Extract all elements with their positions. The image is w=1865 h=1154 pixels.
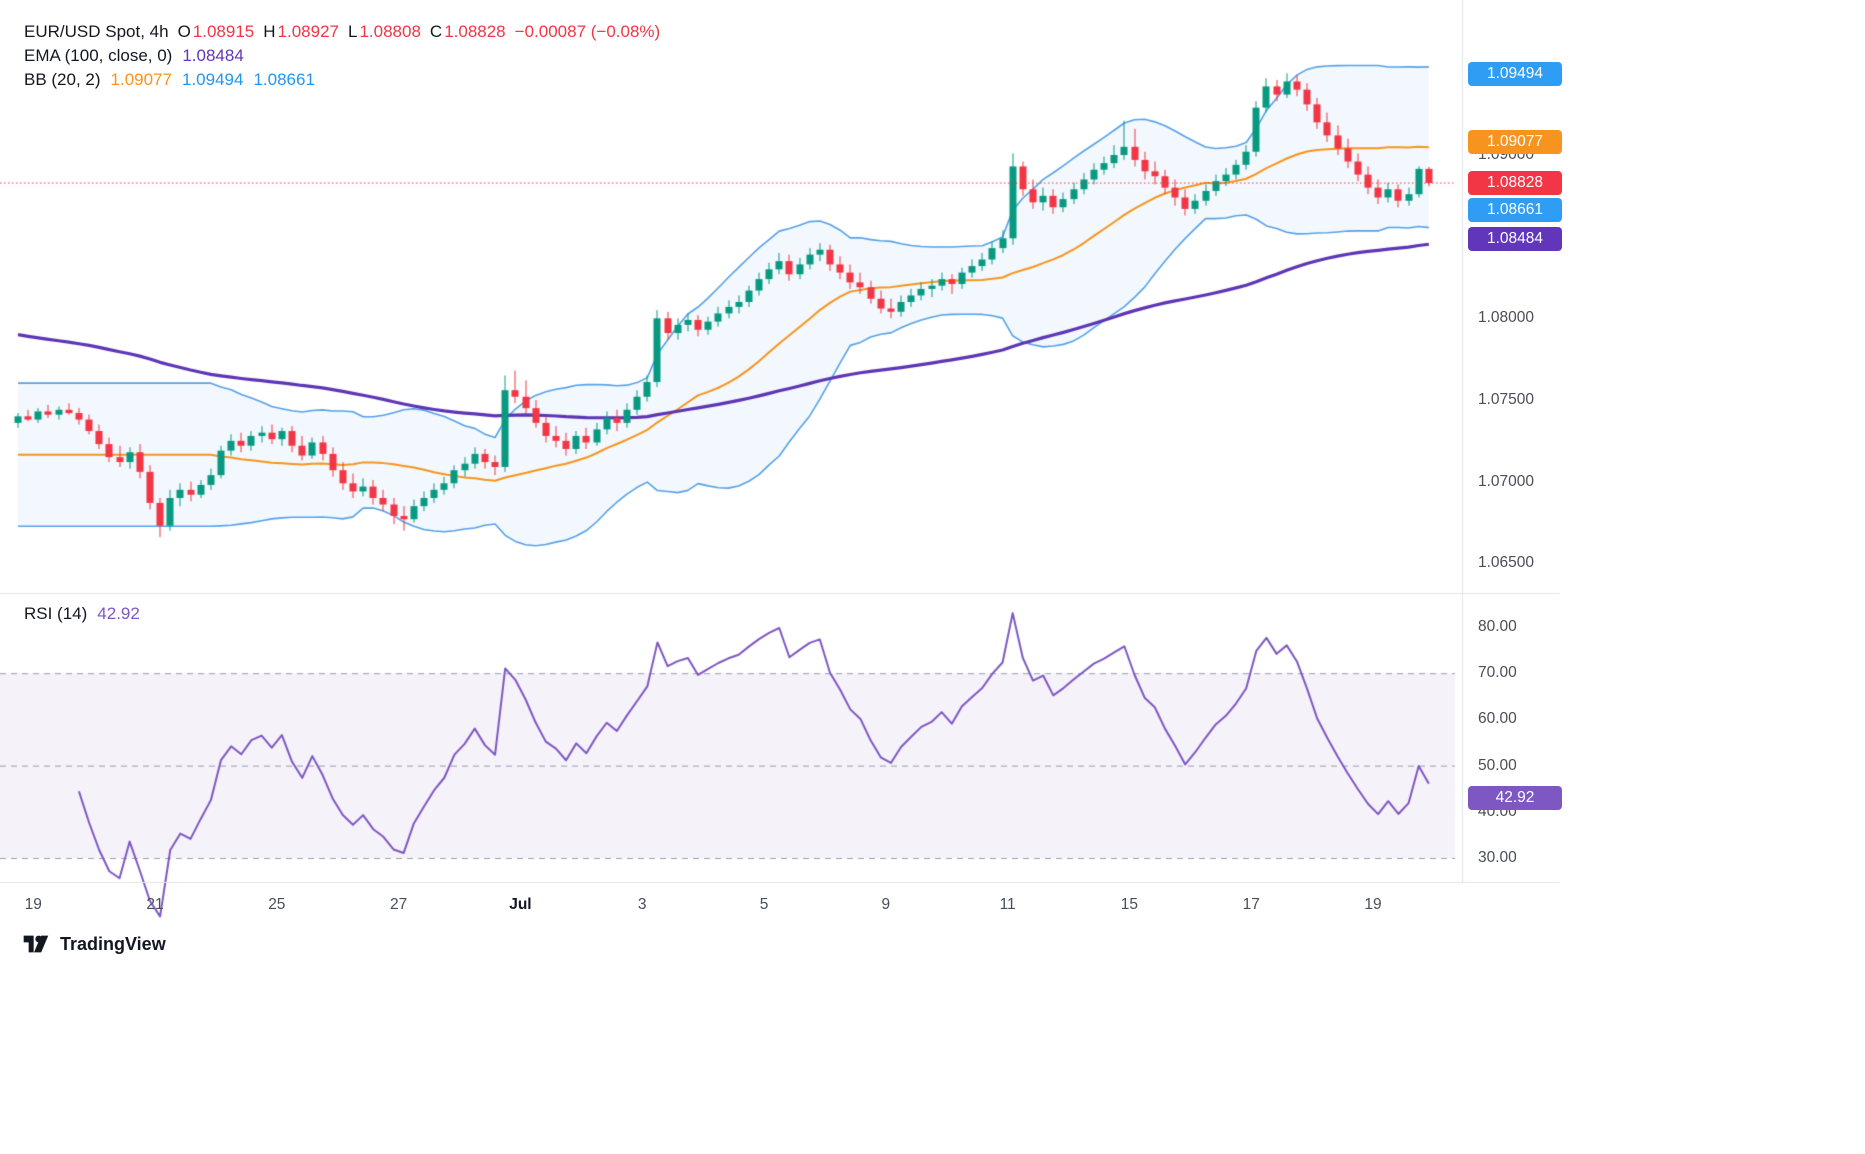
symbol-row: EUR/USD Spot, 4h O 1.08915 H 1.08927 L 1.08808… <box>24 20 660 44</box>
price-badge-bb-lower: 1.08661 <box>1468 198 1562 223</box>
rsi-axis-label: 60.00 <box>1478 710 1517 728</box>
rsi-legend: RSI (14) 42.92 <box>24 604 140 624</box>
time-label: 11 <box>999 896 1016 913</box>
ohlc-value: 1.08828 <box>444 22 506 41</box>
rsi-indicator-label[interactable]: RSI (14) <box>24 604 88 623</box>
rsi-value: 42.92 <box>97 604 140 623</box>
ohlc-readout: O 1.08915 H 1.08927 L 1.08808 C 1.08828 <box>169 22 506 41</box>
change-readout: −0.00087 (−0.08%) <box>514 22 661 41</box>
rsi-axis-label: 80.00 <box>1478 618 1517 635</box>
ema-row: EMA (100, close, 0) 1.08484 <box>24 44 660 68</box>
rsi-axis-label: 50.00 <box>1478 756 1517 774</box>
price-axis-label: 1.06500 <box>1478 554 1535 572</box>
main-legend: EUR/USD Spot, 4h O 1.08915 H 1.08927 L 1.08808… <box>24 20 660 92</box>
price-badge-bb-upper: 1.09494 <box>1468 62 1562 87</box>
ohlc-value: 1.08915 <box>192 22 255 41</box>
bb-value: 1.09494 <box>182 70 244 89</box>
ohlc-label: H <box>263 22 276 41</box>
time-label: 27 <box>390 896 408 913</box>
rsi-axis-label: 70.00 <box>1478 664 1517 682</box>
time-label: 17 <box>1242 896 1260 913</box>
ohlc-label: C <box>429 22 443 41</box>
price-badge-ema: 1.08484 <box>1468 227 1562 252</box>
price-axis-label: 1.08000 <box>1478 309 1535 327</box>
ohlc-label: O <box>177 22 191 41</box>
ema-indicator-label[interactable]: EMA (100, close, 0) <box>24 46 173 65</box>
bb-value: 1.08661 <box>253 70 315 89</box>
bb-row: BB (20, 2) 1.09077 1.09494 1.08661 <box>24 68 660 92</box>
ohlc-label: L <box>347 22 358 41</box>
bb-value: 1.09077 <box>110 70 172 89</box>
bb-indicator-label[interactable]: BB (20, 2) <box>24 70 101 89</box>
bb-values: 1.09077 1.09494 1.08661 <box>101 70 315 89</box>
rsi-value-badge: 42.92 <box>1468 786 1562 811</box>
time-label: Jul <box>509 896 532 913</box>
ohlc-value: 1.08808 <box>359 22 421 41</box>
ema-value: 1.08484 <box>182 46 244 65</box>
tradingview-logo-icon[interactable] <box>22 932 52 956</box>
time-label: 15 <box>1120 896 1139 913</box>
footer: TradingView <box>22 932 166 956</box>
price-axis-label: 1.07500 <box>1478 390 1535 408</box>
time-label: 19 <box>24 896 42 913</box>
price-badge-last-price: 1.08828 <box>1468 171 1562 196</box>
symbol-title[interactable]: EUR/USD Spot, 4h <box>24 22 169 41</box>
time-label: 21 <box>146 896 164 913</box>
tradingview-wordmark[interactable]: TradingView <box>60 933 166 954</box>
time-label: 9 <box>881 896 891 913</box>
time-label: 25 <box>268 896 286 913</box>
time-label: 3 <box>637 896 647 913</box>
time-label: 19 <box>1364 896 1382 913</box>
price-axis-label: 1.07000 <box>1478 472 1535 490</box>
rsi-axis-label: 30.00 <box>1478 849 1517 866</box>
price-badge-bb-basis: 1.09077 <box>1468 130 1562 155</box>
ohlc-value: 1.08927 <box>277 22 339 41</box>
time-label: 5 <box>759 896 769 913</box>
